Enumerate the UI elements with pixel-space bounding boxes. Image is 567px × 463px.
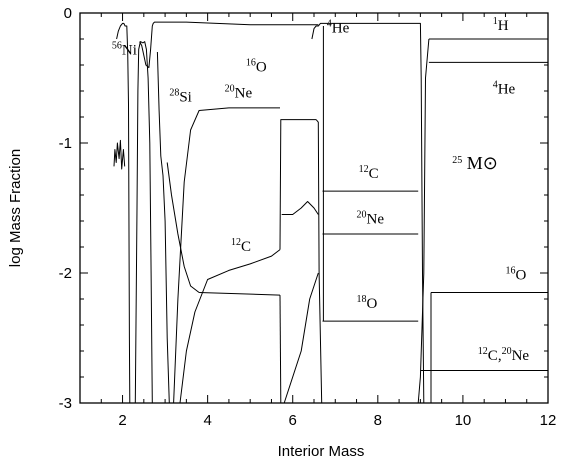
x-tick-label: 10	[455, 412, 472, 429]
annotation-label: 25 M⊙	[452, 153, 498, 173]
annotation-label: 16O	[246, 58, 267, 76]
x-tick-label: 12	[540, 412, 557, 429]
y-axis-title: log Mass Fraction	[7, 149, 24, 267]
annotation-label: 12C,20Ne	[478, 346, 530, 364]
y-tick-label: -3	[59, 395, 72, 412]
annotation-label: 12C	[231, 237, 251, 255]
annotation-label: 12C	[359, 164, 379, 182]
annotation-label: 28Si	[169, 87, 192, 105]
series-line-11	[279, 119, 317, 250]
series-line-6	[173, 107, 280, 404]
x-tick-label: 4	[203, 412, 211, 429]
annotation-label: 4He	[327, 19, 350, 37]
series-line-13	[283, 272, 319, 404]
y-tick-label: -2	[59, 265, 72, 282]
annotation-label: 20Ne	[357, 210, 385, 228]
series-lines	[113, 21, 548, 404]
series-line-15	[311, 22, 425, 404]
series-line-8	[199, 292, 281, 296]
annotation-label: 4He	[493, 80, 516, 98]
series-line-3	[134, 41, 153, 404]
annotation-label: 18O	[357, 294, 378, 312]
x-axis-title: Interior Mass	[278, 443, 365, 460]
x-tick-label: 6	[289, 412, 297, 429]
series-line-12	[281, 201, 319, 215]
series-line-5	[156, 51, 170, 404]
annotation-label: 16O	[505, 266, 526, 284]
annotation-labels: 56Ni 16O 28Si 20Ne 4He 1H 4He 12C 25 M⊙ 20Ne 12C 16…	[112, 16, 529, 364]
annotation-label: 56Ni	[112, 41, 137, 59]
x-tick-label: 2	[118, 412, 126, 429]
series-line-4	[139, 21, 319, 69]
annotation-label: 20Ne	[225, 84, 253, 102]
axis-ticks: 2 4 6 8 10 12 0 -1 -2 -3	[59, 5, 557, 429]
series-line-20	[417, 38, 430, 404]
series-line-10	[179, 249, 281, 404]
series-line-14	[315, 119, 323, 404]
x-tick-label: 8	[374, 412, 382, 429]
y-tick-label: -1	[59, 135, 72, 152]
series-line-7	[166, 162, 200, 293]
y-tick-label: 0	[64, 5, 72, 22]
series-line-2	[113, 139, 126, 170]
annotation-label: 1H	[493, 16, 509, 34]
series-line-1	[116, 22, 131, 404]
series-line-9	[279, 295, 282, 404]
